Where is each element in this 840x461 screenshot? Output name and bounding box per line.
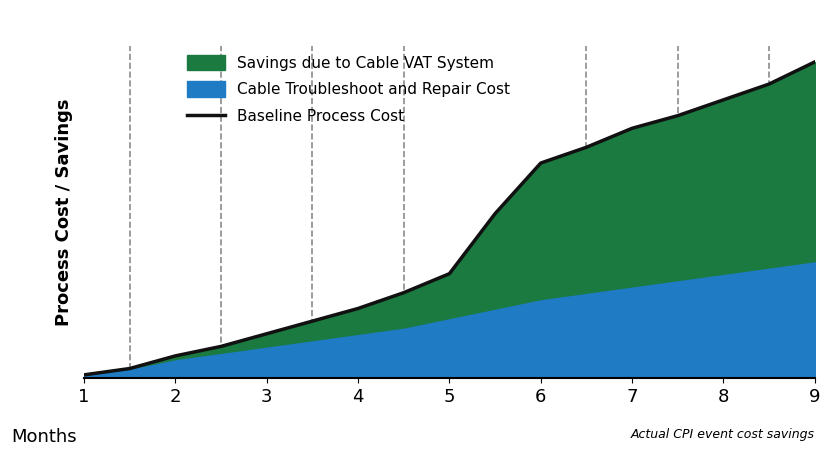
Y-axis label: Process Cost / Savings: Process Cost / Savings	[55, 98, 73, 326]
Text: Actual CPI event cost savings: Actual CPI event cost savings	[631, 428, 815, 441]
Legend: Savings due to Cable VAT System, Cable Troubleshoot and Repair Cost, Baseline Pr: Savings due to Cable VAT System, Cable T…	[179, 47, 518, 132]
Text: Months: Months	[11, 428, 76, 446]
